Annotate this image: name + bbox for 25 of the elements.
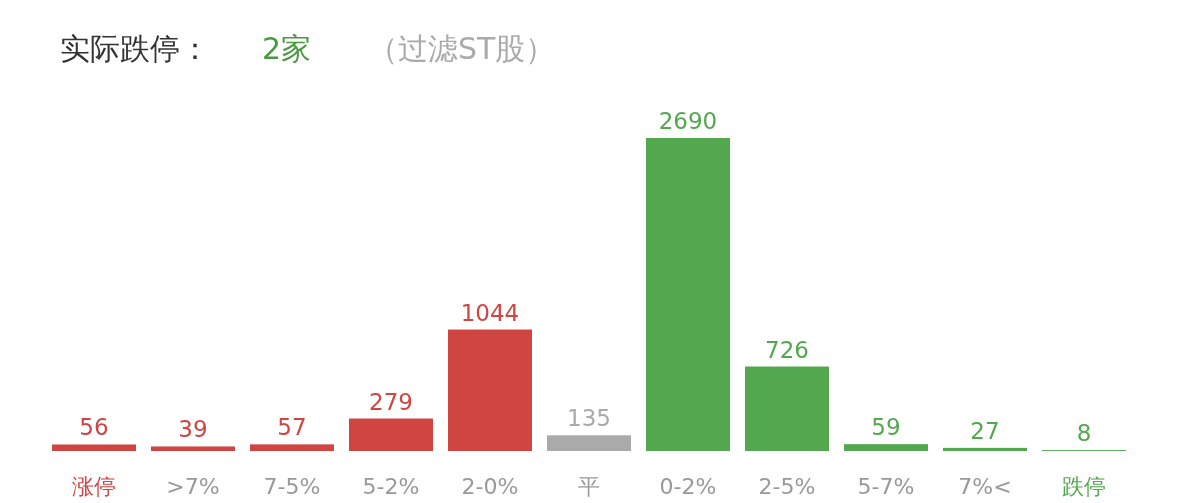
data-label: 279 [369,388,413,415]
data-label: 27 [970,417,1000,444]
x-tick-label: 7%< [958,474,1012,499]
text: 2家 [262,31,312,66]
data-label: 726 [765,336,809,363]
data-label: 57 [277,414,307,441]
x-tick-label: 0-2% [659,474,717,499]
text: （过滤ST股） [368,31,556,66]
data-label: 56 [79,414,109,441]
data-label: 1044 [460,299,520,326]
data-label: 39 [178,416,208,443]
x-tick-label: 5-2% [362,474,420,499]
data-label: 8 [1076,420,1092,447]
x-tick-label: 5-7% [857,474,915,499]
data-label: 59 [871,414,901,441]
x-tick-label: >7% [166,474,220,499]
text: 实际跌停： [60,31,210,66]
x-tick-label: 跌停 [1062,474,1106,499]
x-tick-label: 平 [578,474,600,499]
data-label: 135 [567,405,611,432]
data-label: 2690 [658,108,718,134]
x-tick-label: 7-5% [263,474,321,499]
x-tick-label: 2-5% [758,474,816,499]
x-tick-label: 涨停 [72,474,116,499]
x-tick-label: 2-0% [461,474,519,499]
